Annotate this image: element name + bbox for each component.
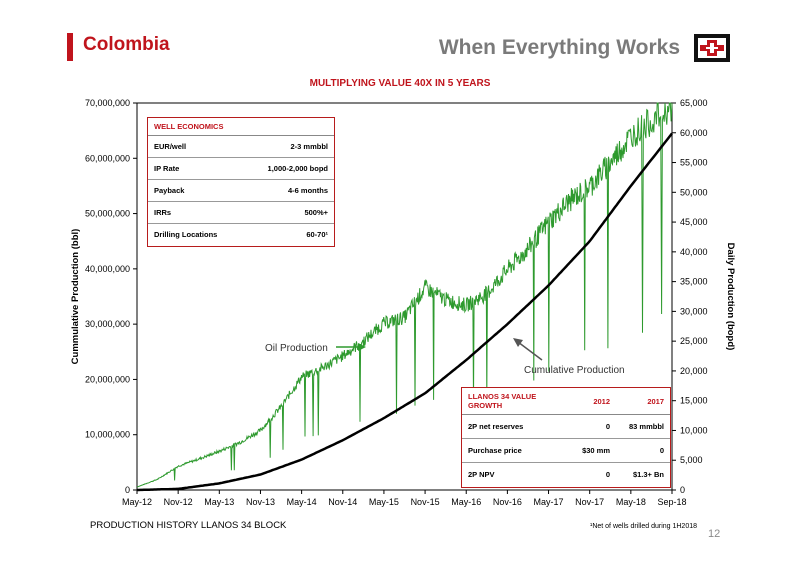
chart-subtitle: MULTIPLYING VALUE 40X IN 5 YEARS	[309, 78, 491, 89]
y-left-tick-label: 10,000,000	[85, 430, 130, 440]
y-right-tick-label: 10,000	[680, 425, 708, 435]
footer-note: ¹Net of wells drilled during 1H2018	[590, 523, 697, 530]
y-left-axis-label: Cummulative Production (bbl)	[70, 229, 81, 365]
cell-label: Purchase price	[468, 446, 522, 455]
cell-v2017: 83 mmbbl	[628, 422, 664, 431]
x-tick-label: Nov-16	[493, 497, 522, 507]
x-tick-label: May-17	[534, 497, 564, 507]
row-value: 4-6 months	[287, 186, 328, 195]
llanos-value-title: LLANOS 34 VALUE GROWTH	[468, 392, 537, 410]
oil-production-line	[136, 102, 673, 488]
headline: When Everything Works	[438, 36, 680, 59]
y-left-tick-label: 50,000,000	[85, 209, 130, 219]
llanos-value-row: 2P NPV 0 $1.3+ Bn	[462, 463, 670, 486]
cell-v2017: 0	[659, 446, 664, 455]
page-number: 12	[708, 528, 721, 540]
chart-axes: May-12 Nov-12 May-13 Nov-13 May-14 Nov-14 May-…	[70, 98, 736, 507]
x-tick-label: Nov-14	[328, 497, 357, 507]
well-economics-title: WELL ECONOMICS	[148, 118, 334, 136]
y-left-tick-label: 30,000,000	[85, 319, 130, 329]
y-right-axis-label: Daily Production (bopd)	[725, 243, 736, 351]
well-economics-box: WELL ECONOMICS EUR/well 2-3 mmbbl IP Rate 1…	[147, 117, 335, 247]
well-economics-row: EUR/well 2-3 mmbbl	[148, 136, 334, 158]
y-right-tick-label: 60,000	[680, 128, 708, 138]
cell-v2012: $30 mm	[582, 446, 610, 455]
y-right-tick-label: 45,000	[680, 217, 708, 227]
company-logo-icon	[694, 34, 730, 62]
row-value: 500%+	[304, 208, 328, 217]
y-right-tick-label: 30,000	[680, 306, 708, 316]
plot-frame	[136, 102, 673, 491]
x-tick-label: May-12	[122, 497, 152, 507]
y-right-tick-label: 0	[680, 485, 685, 495]
well-economics-row: Drilling Locations 60-70¹	[148, 224, 334, 245]
x-tick-label: May-15	[369, 497, 399, 507]
col-2017: 2017	[647, 396, 664, 406]
x-tick-label: Nov-17	[575, 497, 604, 507]
row-label: IP Rate	[154, 164, 180, 173]
oil-annotation-arrowhead	[358, 343, 366, 351]
y-left-tick-label: 0	[125, 485, 130, 495]
x-tick-label: Nov-13	[246, 497, 275, 507]
row-label: Payback	[154, 186, 185, 195]
col-2012: 2012	[593, 396, 610, 406]
x-tick-label: May-16	[451, 497, 481, 507]
well-economics-row: IP Rate 1,000-2,000 bopd	[148, 158, 334, 180]
y-right-tick-label: 65,000	[680, 98, 708, 108]
y-left-tick-label: 20,000,000	[85, 374, 130, 384]
cumulative-production-annotation: Cumulative Production	[524, 365, 625, 376]
y-right-tick-label: 20,000	[680, 366, 708, 376]
x-tick-label: May-18	[616, 497, 646, 507]
y-right-tick-label: 50,000	[680, 187, 708, 197]
chart-labels: Oil Production Cumulative Production	[265, 338, 625, 376]
y-right-tick-label: 25,000	[680, 336, 708, 346]
row-value: 60-70¹	[306, 230, 328, 239]
x-tick-label: Nov-15	[411, 497, 440, 507]
x-tick-label: Sep-18	[657, 497, 686, 507]
y-left-tick-label: 60,000,000	[85, 153, 130, 163]
row-label: EUR/well	[154, 142, 187, 151]
cell-v2017: $1.3+ Bn	[632, 470, 664, 479]
footer-caption: PRODUCTION HISTORY LLANOS 34 BLOCK	[90, 520, 287, 531]
x-tick-label: Nov-12	[164, 497, 193, 507]
y-right-tick-label: 55,000	[680, 158, 708, 168]
llanos-value-header: LLANOS 34 VALUE GROWTH 2012 2017	[462, 388, 670, 415]
well-economics-row: IRRs 500%+	[148, 202, 334, 224]
cumulative-annotation-arrow-line	[517, 341, 543, 361]
cell-v2012: 0	[605, 422, 610, 431]
x-tick-label: May-14	[287, 497, 317, 507]
x-tick-label: May-13	[204, 497, 234, 507]
y-right-tick-label: 35,000	[680, 277, 708, 287]
cumulative-annotation-arrowhead	[513, 338, 523, 347]
oil-production-annotation: Oil Production	[265, 343, 328, 354]
y-left-tick-label: 70,000,000	[85, 98, 130, 108]
y-left-tick-label: 40,000,000	[85, 264, 130, 274]
page-title: Colombia	[83, 34, 170, 55]
y-right-tick-label: 40,000	[680, 247, 708, 257]
llanos-value-row: 2P net reserves 0 83 mmbbl	[462, 415, 670, 439]
cumulative-production-line	[137, 132, 673, 492]
title-accent-bar	[67, 33, 73, 61]
row-value: 1,000-2,000 bopd	[267, 164, 328, 173]
cell-label: 2P NPV	[468, 470, 495, 479]
y-right-tick-label: 5,000	[680, 455, 703, 465]
row-label: IRRs	[154, 208, 172, 217]
row-label: Drilling Locations	[154, 230, 218, 239]
y-right-tick-label: 15,000	[680, 396, 708, 406]
well-economics-row: Payback 4-6 months	[148, 180, 334, 202]
llanos-value-box: LLANOS 34 VALUE GROWTH 2012 2017 2P net …	[461, 387, 671, 488]
row-value: 2-3 mmbbl	[290, 142, 328, 151]
cell-v2012: 0	[605, 470, 610, 479]
cell-label: 2P net reserves	[468, 422, 524, 431]
llanos-value-row: Purchase price $30 mm 0	[462, 439, 670, 463]
